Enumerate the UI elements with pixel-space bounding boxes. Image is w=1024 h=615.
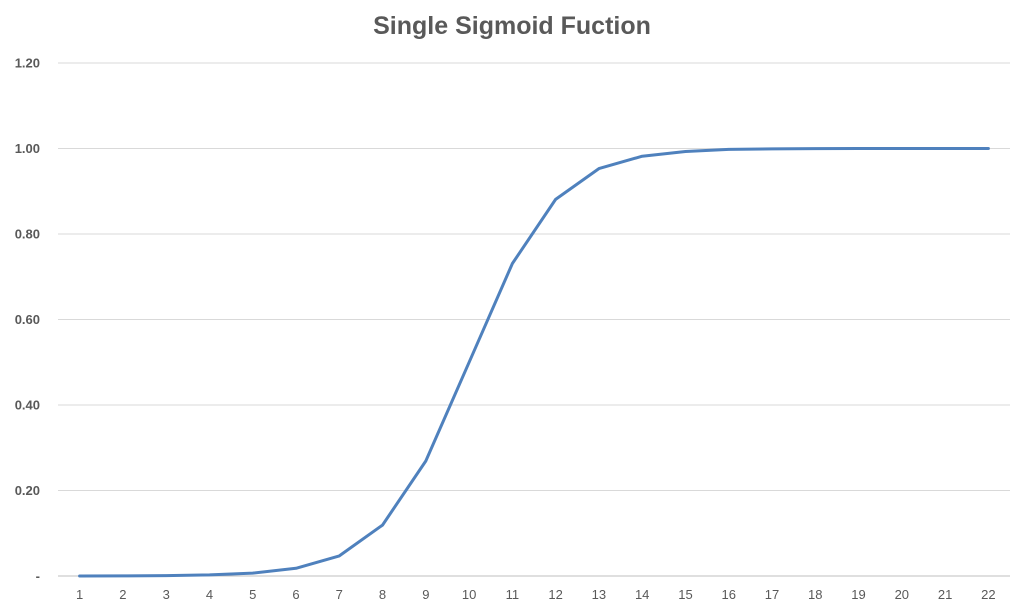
y-tick-label: 1.20 — [15, 56, 40, 71]
x-tick-label: 7 — [336, 587, 343, 602]
x-tick-label: 3 — [163, 587, 170, 602]
x-tick-label: 16 — [721, 587, 735, 602]
y-tick-label: 0.40 — [15, 398, 40, 413]
x-tick-label: 2 — [119, 587, 126, 602]
x-tick-label: 13 — [592, 587, 606, 602]
y-tick-label: - — [36, 569, 40, 584]
x-tick-label: 22 — [981, 587, 995, 602]
y-tick-label: 0.80 — [15, 227, 40, 242]
x-tick-label: 17 — [765, 587, 779, 602]
x-tick-label: 6 — [292, 587, 299, 602]
x-tick-label: 21 — [938, 587, 952, 602]
y-tick-label: 0.20 — [15, 483, 40, 498]
x-tick-label: 15 — [678, 587, 692, 602]
x-tick-label: 9 — [422, 587, 429, 602]
series-line — [78, 147, 990, 578]
x-tick-label: 18 — [808, 587, 822, 602]
x-tick-label: 14 — [635, 587, 649, 602]
gridlines — [58, 62, 1010, 577]
chart-title: Single Sigmoid Fuction — [373, 12, 651, 40]
x-tick-label: 20 — [895, 587, 909, 602]
x-tick-label: 8 — [379, 587, 386, 602]
x-tick-label: 19 — [851, 587, 865, 602]
x-tick-label: 10 — [462, 587, 476, 602]
x-axis-tick-labels: 1 2 3 4 5 6 7 8 9 10 11 12 13 14 15 16 17 18 19 20 21 22 — [76, 587, 996, 602]
x-tick-label: 12 — [548, 587, 562, 602]
y-axis-tick-labels: - 0.20 0.40 0.60 0.80 1.00 1.20 — [15, 56, 40, 584]
x-tick-label: 4 — [206, 587, 213, 602]
y-tick-label: 0.60 — [15, 312, 40, 327]
x-tick-label: 5 — [249, 587, 256, 602]
x-tick-label: 11 — [506, 587, 520, 602]
y-tick-label: 1.00 — [15, 141, 40, 156]
series-group — [78, 147, 990, 578]
x-tick-label: 1 — [76, 587, 83, 602]
